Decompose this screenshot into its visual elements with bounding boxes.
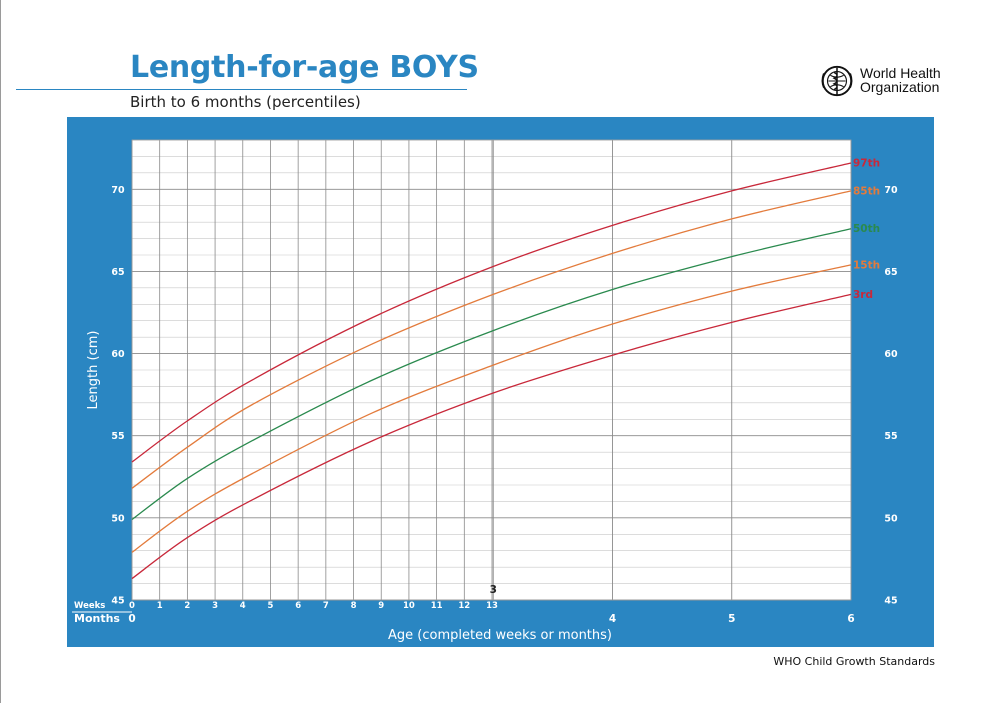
who-emblem-icon <box>821 65 853 97</box>
x-tick-label-month: 6 <box>847 613 854 625</box>
x-tick-label-week: 9 <box>378 601 384 611</box>
x-tick-label-week: 5 <box>268 601 274 611</box>
series-label-3rd: 3rd <box>853 289 873 301</box>
series-label-97th: 97th <box>853 158 880 170</box>
x-tick-label-week: 2 <box>184 601 190 611</box>
x-tick-label-month: 0 <box>128 613 135 625</box>
percentile-curve-97th <box>131 162 852 463</box>
x-tick-label-week: 8 <box>351 601 357 611</box>
percentile-curve-85th <box>131 190 852 489</box>
y-tick-label-left: 45 <box>111 596 124 607</box>
y-tick-label-left: 65 <box>111 267 124 278</box>
x-tick-label-week: 10 <box>403 601 415 611</box>
x-tick-label-week: 11 <box>431 601 443 611</box>
percentile-curve-3rd <box>131 293 852 580</box>
org-name-line-1: World Health <box>860 65 941 81</box>
y-tick-label-right: 45 <box>884 596 897 607</box>
x-tick-label-week: 1 <box>157 601 163 611</box>
x-tick-label-week: 6 <box>295 601 301 611</box>
x-tick-label-week: 13 <box>486 601 498 611</box>
y-tick-label-left: 60 <box>111 349 125 360</box>
x-tick-label-month: 3 <box>490 584 497 596</box>
y-tick-label-right: 60 <box>884 349 898 360</box>
y-tick-label-right: 70 <box>884 185 898 196</box>
series-label-50th: 50th <box>853 223 880 235</box>
who-organization-name: World Health Organization <box>860 66 970 94</box>
page-title: Length-for-age BOYS <box>130 50 479 85</box>
org-name-line-2: Organization <box>860 79 940 95</box>
y-tick-label-right: 55 <box>884 431 897 442</box>
y-tick-label-left: 50 <box>111 513 125 524</box>
x-axis-label: Age (completed weeks or months) <box>388 628 612 643</box>
y-tick-label-right: 50 <box>884 513 898 524</box>
x-tick-label-month: 4 <box>609 613 616 625</box>
title-underline <box>16 89 467 90</box>
page-edge <box>0 0 1 703</box>
x-tick-label-week: 4 <box>240 601 246 611</box>
y-axis-label: Length (cm) <box>86 331 101 410</box>
page-subtitle: Birth to 6 months (percentiles) <box>130 93 361 111</box>
x-tick-label-month: 5 <box>728 613 735 625</box>
series-label-85th: 85th <box>853 185 880 197</box>
plot-border <box>131 139 852 601</box>
y-tick-label-left: 55 <box>111 431 124 442</box>
y-tick-label-right: 65 <box>884 267 897 278</box>
x-tick-label-week: 0 <box>129 601 135 611</box>
weeks-row-label: Weeks <box>74 601 105 611</box>
percentile-curve-15th <box>131 264 852 553</box>
series-label-15th: 15th <box>853 259 880 271</box>
percentile-curve-50th <box>131 228 852 521</box>
months-row-label: Months <box>74 612 120 625</box>
x-tick-label-week: 7 <box>323 601 329 611</box>
x-tick-label-week: 3 <box>212 601 218 611</box>
x-tick-label-week: 12 <box>458 601 470 611</box>
footer-source: WHO Child Growth Standards <box>773 655 935 668</box>
y-tick-label-left: 70 <box>111 185 125 196</box>
